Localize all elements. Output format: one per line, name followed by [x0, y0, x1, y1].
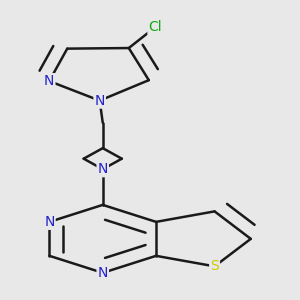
Text: S: S: [210, 259, 219, 273]
Text: Cl: Cl: [148, 20, 162, 34]
Text: N: N: [98, 266, 108, 280]
Text: N: N: [94, 94, 105, 108]
Text: N: N: [44, 215, 55, 229]
Text: N: N: [98, 162, 108, 176]
Text: N: N: [44, 74, 54, 88]
